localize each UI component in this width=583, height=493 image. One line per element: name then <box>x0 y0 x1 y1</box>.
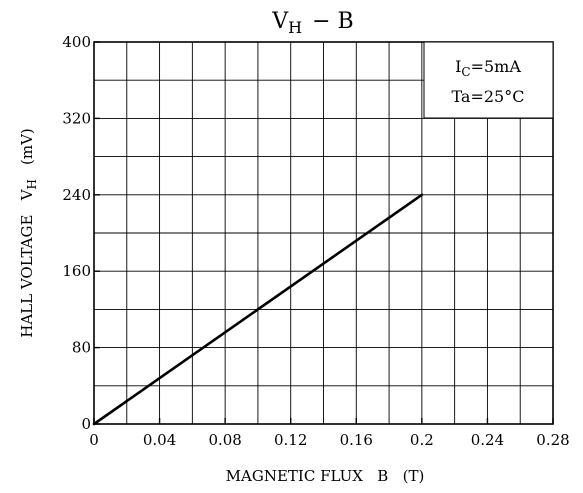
plot-frame <box>93 41 554 425</box>
y-tick-label: 320 <box>62 109 91 127</box>
y-tick-labels: 0 80 160 240 320 400 <box>62 33 100 433</box>
y-tick-label: 240 <box>62 186 91 204</box>
chart-title-rest: − B <box>312 9 354 34</box>
plot-border <box>93 41 554 425</box>
condition-current: IC=5mA <box>455 57 521 79</box>
condition-current-sub: C <box>461 65 470 79</box>
x-tick-label: 0.28 <box>536 431 569 449</box>
chart-title-main: V <box>271 9 289 34</box>
y-axis-label: HALL VOLTAGE VH (mV) <box>18 128 39 338</box>
y-axis-label-main: HALL VOLTAGE V <box>18 188 36 337</box>
x-tick-label: 0.16 <box>340 431 373 449</box>
y-axis-label-sub: H <box>25 179 39 189</box>
chart-title: VH − B <box>271 9 353 37</box>
y-tick-label: 80 <box>72 339 91 357</box>
x-tick-label: 0.2 <box>410 431 434 449</box>
y-tick-label: 160 <box>62 262 91 280</box>
y-axis-label-unit: (mV) <box>18 128 36 165</box>
x-tick-label: 0.04 <box>143 431 176 449</box>
series-lines <box>92 193 424 426</box>
x-tick-labels: 0 0.04 0.08 0.12 0.16 0.2 0.24 0.28 <box>89 418 570 449</box>
conditions-legend: IC=5mA Ta=25°C <box>423 41 554 119</box>
x-tick-label: 0.08 <box>208 431 241 449</box>
x-tick-label: 0 <box>89 431 99 449</box>
x-tick-label: 0.24 <box>471 431 504 449</box>
chart-title-sub: H <box>288 18 302 37</box>
x-tick-label: 0.12 <box>274 431 307 449</box>
y-tick-label: 400 <box>62 33 91 51</box>
condition-temperature: Ta=25°C <box>452 87 525 106</box>
conditions-box <box>423 41 554 119</box>
condition-current-main: I <box>455 57 461 76</box>
series-line <box>92 193 424 426</box>
condition-current-rest: =5mA <box>471 57 522 76</box>
x-axis-label: MAGNETIC FLUX B (T) <box>226 467 425 485</box>
y-tick-label: 0 <box>81 415 91 433</box>
